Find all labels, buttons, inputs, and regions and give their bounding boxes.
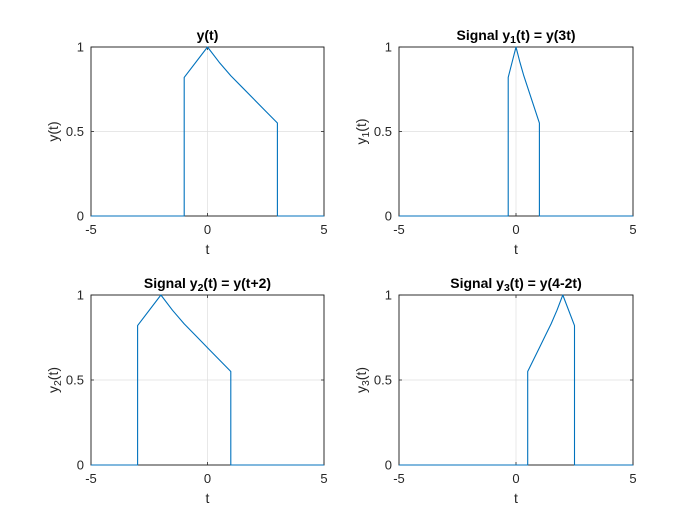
x-axis-label: t xyxy=(206,241,210,257)
x-tick-label: 0 xyxy=(512,471,519,486)
text-part: Signal y xyxy=(144,275,198,291)
x-tick-label: 5 xyxy=(320,471,327,486)
y-tick-label: 0 xyxy=(77,209,84,224)
text-part: Signal y xyxy=(456,27,510,43)
text-part: y xyxy=(45,386,61,393)
chart-title: Signal y1(t) = y(3t) xyxy=(456,27,575,46)
text-part: Signal y xyxy=(450,275,504,291)
text-part: y(t) xyxy=(45,121,61,141)
x-tick-label: -5 xyxy=(85,222,97,237)
x-axis-label: t xyxy=(206,490,210,506)
y-tick-label: 1 xyxy=(385,288,392,303)
x-tick-label: 0 xyxy=(204,222,211,237)
text-part: (t) xyxy=(45,367,61,380)
subscript-text: 2 xyxy=(198,282,204,294)
text-part: y xyxy=(353,138,369,145)
subscript-text: 3 xyxy=(504,282,510,294)
x-axis-label: t xyxy=(514,241,518,257)
x-axis-label: t xyxy=(514,490,518,506)
y-tick-label: 0.5 xyxy=(374,124,392,139)
y-axis-label: y2(t) xyxy=(45,367,64,393)
y-tick-label: 1 xyxy=(77,40,84,55)
x-tick-label: 0 xyxy=(204,471,211,486)
y-tick-label: 0 xyxy=(385,209,392,224)
series-line-1 xyxy=(399,46,633,217)
y-tick-label: 0 xyxy=(77,458,84,473)
subscript-text: 1 xyxy=(360,132,372,138)
y-tick-label: 0.5 xyxy=(66,373,84,388)
x-tick-label: 5 xyxy=(629,471,636,486)
x-tick-label: -5 xyxy=(393,222,405,237)
series-line-1 xyxy=(91,46,324,217)
y-tick-label: 1 xyxy=(385,40,392,55)
y-axis-label: y3(t) xyxy=(353,367,372,393)
subscript-text: 1 xyxy=(510,34,516,46)
text-part: (t) = y(4-2t) xyxy=(510,275,582,291)
x-tick-label: 5 xyxy=(629,222,636,237)
text-part: y(t) xyxy=(197,27,219,43)
chart-title: y(t) xyxy=(197,27,219,43)
chart-title: Signal y3(t) = y(4-2t) xyxy=(450,275,581,294)
series-line-1 xyxy=(91,294,324,466)
y-tick-label: 1 xyxy=(77,288,84,303)
y-axis-label: y(t) xyxy=(45,121,61,141)
x-tick-label: 5 xyxy=(320,222,327,237)
x-tick-label: -5 xyxy=(85,471,97,486)
subscript-text: 3 xyxy=(360,380,372,386)
x-tick-label: 0 xyxy=(512,222,519,237)
text-part: (t) = y(t+2) xyxy=(203,275,271,291)
y-tick-label: 0.5 xyxy=(66,124,84,139)
series-line-1 xyxy=(399,294,633,466)
y-axis-label: y1(t) xyxy=(353,118,372,144)
chart-title: Signal y2(t) = y(t+2) xyxy=(144,275,271,294)
y-tick-label: 0 xyxy=(385,458,392,473)
text-part: y xyxy=(353,386,369,393)
text-part: (t) xyxy=(353,367,369,380)
text-part: (t) = y(3t) xyxy=(516,27,576,43)
y-tick-label: 0.5 xyxy=(374,373,392,388)
subscript-text: 2 xyxy=(52,380,64,386)
x-tick-label: -5 xyxy=(393,471,405,486)
text-part: (t) xyxy=(353,118,369,131)
